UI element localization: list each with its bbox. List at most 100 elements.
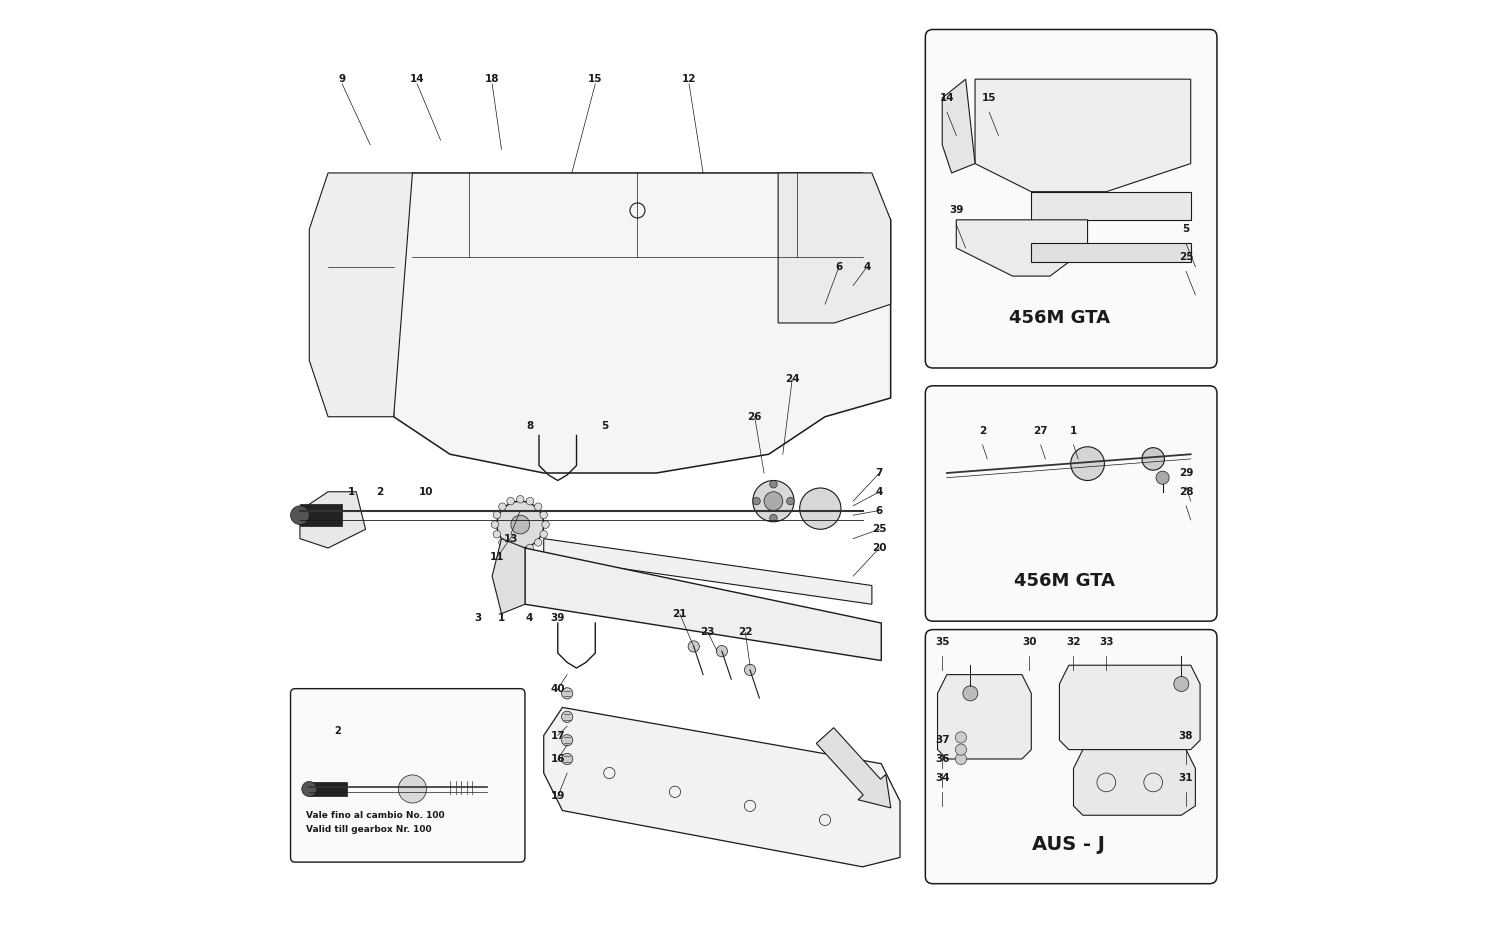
Text: 4: 4 [876, 487, 884, 497]
Circle shape [561, 711, 573, 723]
Circle shape [561, 688, 573, 699]
FancyBboxPatch shape [291, 689, 525, 862]
Text: 32: 32 [1066, 637, 1080, 647]
Circle shape [490, 521, 498, 528]
Text: 4: 4 [526, 613, 534, 623]
Text: 35: 35 [934, 637, 950, 647]
Text: 3: 3 [474, 613, 482, 623]
FancyBboxPatch shape [926, 386, 1216, 622]
Polygon shape [492, 538, 525, 614]
FancyBboxPatch shape [926, 29, 1216, 368]
Circle shape [753, 481, 794, 522]
Text: 16: 16 [550, 754, 566, 764]
Text: 39: 39 [950, 205, 963, 216]
Circle shape [786, 498, 794, 505]
Text: 37: 37 [934, 735, 950, 745]
Polygon shape [1032, 243, 1191, 262]
Circle shape [512, 516, 530, 534]
Circle shape [963, 686, 978, 701]
Text: 456M GTA: 456M GTA [1010, 309, 1110, 327]
Circle shape [494, 531, 501, 538]
Circle shape [956, 753, 966, 764]
Text: Valid till gearbox Nr. 100: Valid till gearbox Nr. 100 [306, 825, 432, 833]
Text: 24: 24 [784, 375, 800, 384]
Text: 28: 28 [1179, 487, 1194, 497]
Circle shape [498, 503, 506, 511]
Circle shape [1174, 676, 1190, 692]
Text: 9: 9 [339, 74, 345, 84]
Text: 31: 31 [1179, 773, 1194, 782]
Text: 26: 26 [747, 412, 762, 422]
Circle shape [498, 538, 506, 546]
Circle shape [542, 521, 549, 528]
Text: 30: 30 [1022, 637, 1036, 647]
Text: 15: 15 [588, 74, 603, 84]
Text: 13: 13 [504, 534, 518, 544]
Polygon shape [1059, 665, 1200, 749]
Text: 2: 2 [376, 487, 382, 497]
Text: 4: 4 [864, 262, 871, 272]
Text: 7: 7 [876, 468, 884, 478]
Circle shape [800, 488, 842, 529]
Bar [309, 782, 347, 797]
Polygon shape [525, 548, 882, 660]
Polygon shape [942, 79, 975, 173]
Circle shape [540, 531, 548, 538]
Text: 1: 1 [498, 613, 506, 623]
Circle shape [1071, 447, 1104, 481]
Text: 10: 10 [420, 487, 434, 497]
Text: 1: 1 [348, 487, 355, 497]
Circle shape [494, 511, 501, 518]
Polygon shape [543, 538, 872, 604]
Text: 6: 6 [836, 262, 843, 272]
Circle shape [534, 538, 542, 546]
Text: 2: 2 [980, 426, 986, 436]
Text: 19: 19 [550, 792, 566, 801]
Circle shape [496, 501, 543, 548]
Text: 38: 38 [1179, 730, 1194, 741]
Text: 33: 33 [1100, 637, 1113, 647]
Polygon shape [938, 674, 1032, 759]
Polygon shape [1032, 192, 1191, 219]
Text: 34: 34 [934, 773, 950, 782]
Text: 1: 1 [1070, 426, 1077, 436]
Circle shape [561, 753, 573, 764]
Polygon shape [1074, 749, 1196, 815]
Circle shape [1142, 447, 1164, 470]
Polygon shape [309, 173, 413, 417]
Text: 22: 22 [738, 627, 753, 638]
Circle shape [302, 781, 316, 797]
Circle shape [956, 732, 966, 743]
Polygon shape [778, 173, 891, 323]
Circle shape [561, 735, 573, 745]
Circle shape [526, 498, 534, 505]
FancyArrow shape [816, 727, 891, 808]
Text: 18: 18 [484, 74, 500, 84]
Text: 14: 14 [410, 74, 424, 84]
Text: 40: 40 [550, 684, 566, 693]
FancyBboxPatch shape [926, 630, 1216, 884]
Bar [300, 504, 342, 526]
Text: 20: 20 [871, 543, 886, 553]
Text: 6: 6 [876, 505, 884, 516]
Text: 8: 8 [526, 421, 534, 431]
Text: 21: 21 [672, 608, 687, 619]
Circle shape [534, 503, 542, 511]
Circle shape [516, 496, 524, 503]
Text: 36: 36 [934, 754, 950, 764]
Circle shape [1156, 471, 1168, 484]
Circle shape [291, 506, 309, 525]
Polygon shape [393, 173, 891, 473]
Circle shape [716, 645, 728, 657]
Text: 23: 23 [700, 627, 715, 638]
Circle shape [688, 640, 699, 652]
Polygon shape [975, 79, 1191, 192]
Text: 2: 2 [334, 726, 340, 736]
Circle shape [399, 775, 426, 803]
Circle shape [507, 544, 515, 552]
Text: 456M GTA: 456M GTA [1014, 571, 1114, 590]
Text: 12: 12 [682, 74, 696, 84]
Circle shape [956, 744, 966, 755]
Text: 11: 11 [489, 552, 504, 562]
Circle shape [770, 515, 777, 522]
